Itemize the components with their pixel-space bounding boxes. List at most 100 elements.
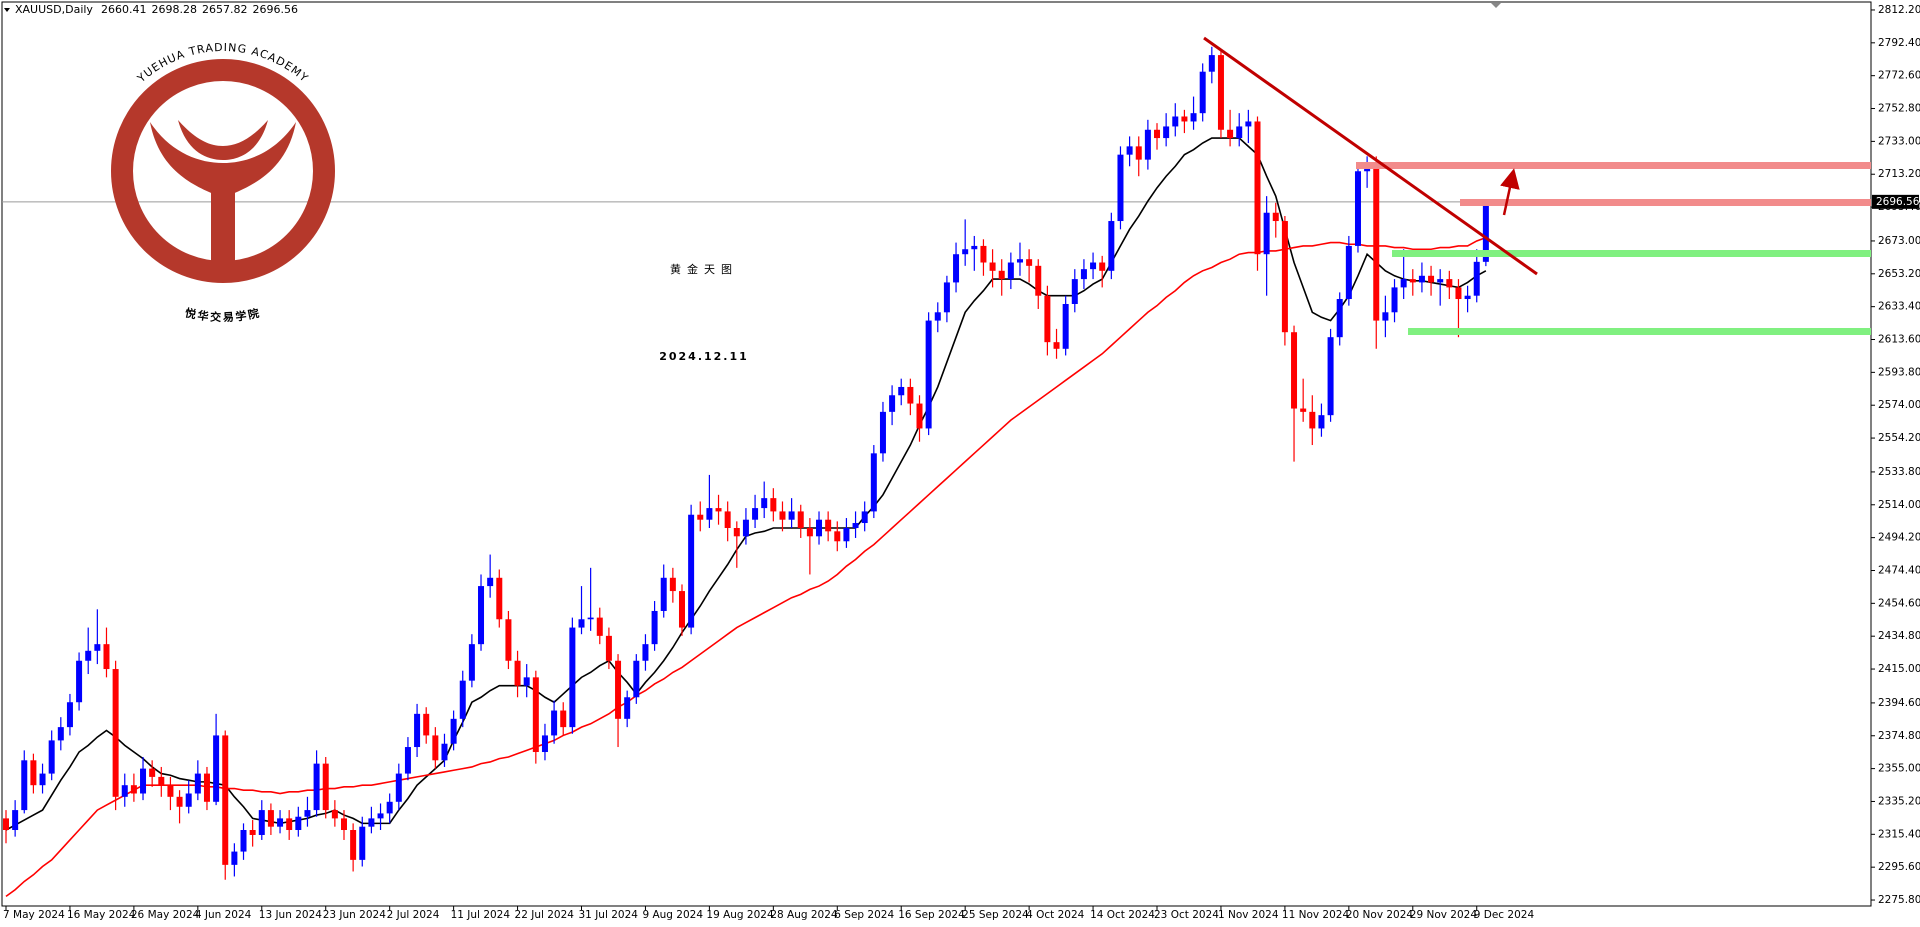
- candle-body: [21, 760, 28, 811]
- candle-body: [1281, 221, 1288, 333]
- logo-bowl: [150, 122, 296, 198]
- candle-body: [861, 511, 868, 524]
- y-tick-label: 2494.20: [1878, 532, 1920, 544]
- candle-body: [1126, 146, 1133, 155]
- candle-body: [1108, 221, 1115, 271]
- logo-bottom-text: 悦华交易学院: [184, 305, 260, 324]
- x-tick-label: 26 May 2024: [131, 909, 200, 921]
- candle-body: [1409, 279, 1416, 283]
- candle-body: [441, 743, 448, 761]
- candle-body: [989, 262, 996, 271]
- candle-body: [1354, 171, 1361, 246]
- candle-body: [1007, 262, 1014, 280]
- x-tick-label: 9 Aug 2024: [642, 909, 703, 921]
- y-tick-label: 2374.80: [1878, 730, 1920, 742]
- candle-body: [733, 528, 740, 537]
- candle-body: [633, 660, 640, 698]
- candle-body: [304, 810, 311, 817]
- x-tick-label: 23 Jun 2024: [323, 909, 386, 921]
- y-tick-label: 2673.00: [1878, 235, 1920, 247]
- candle-body: [596, 617, 603, 636]
- y-tick-label: 2315.40: [1878, 828, 1920, 840]
- candle-body: [478, 586, 485, 645]
- x-tick-label: 2 Jul 2024: [387, 909, 440, 921]
- high: 2698.28: [151, 3, 197, 16]
- candle-body: [578, 619, 585, 628]
- menu-triangle[interactable]: [4, 8, 10, 12]
- candle-body: [185, 793, 192, 807]
- candle-body: [1300, 408, 1307, 412]
- candle-body: [1473, 261, 1480, 296]
- candle-body: [48, 740, 55, 774]
- candle-body: [267, 810, 274, 827]
- candle-body: [1236, 126, 1243, 139]
- candle-body: [432, 735, 439, 761]
- low: 2657.82: [202, 3, 248, 16]
- candle-body: [1455, 287, 1462, 300]
- candle-body: [889, 395, 896, 412]
- candle-body: [1336, 299, 1343, 338]
- candle-body: [1446, 279, 1453, 288]
- candle-body: [843, 528, 850, 542]
- candle-body: [980, 245, 987, 263]
- y-tick-label: 2275.80: [1878, 894, 1920, 906]
- candle-body: [715, 508, 722, 512]
- candle-body: [359, 826, 366, 860]
- candle-body: [1272, 212, 1279, 222]
- candle-body: [898, 386, 905, 396]
- candle-body: [779, 511, 786, 520]
- candle-body: [468, 644, 475, 681]
- candle-body: [514, 660, 521, 686]
- candle-body: [962, 249, 969, 255]
- candle-body: [450, 718, 457, 744]
- candle-body: [697, 514, 704, 520]
- candle-body: [331, 810, 338, 819]
- y-tick-label: 2295.60: [1878, 861, 1920, 873]
- x-tick-label: 22 Jul 2024: [515, 909, 575, 921]
- candle-body: [1309, 411, 1316, 429]
- y-tick-label: 2593.80: [1878, 366, 1920, 378]
- candle-body: [258, 810, 265, 835]
- candle-body: [752, 508, 759, 520]
- candle-body: [1318, 415, 1325, 429]
- candle-body: [706, 508, 713, 520]
- support-zone: [1392, 250, 1871, 257]
- candle-body: [724, 511, 731, 529]
- candle-body: [688, 514, 695, 628]
- x-tick-label: 31 Jul 2024: [579, 909, 639, 921]
- candle-body: [414, 713, 421, 748]
- logo: YUEHUA TRADING ACADEMY 悦华交易学院: [111, 41, 335, 324]
- candle-body: [1254, 121, 1261, 255]
- x-tick-label: 4 Jun 2024: [195, 909, 252, 921]
- candle-body: [3, 818, 9, 831]
- resistance-zone: [1356, 162, 1871, 169]
- candle-body: [1245, 121, 1252, 127]
- candle-body: [934, 312, 941, 321]
- logo-stem: [211, 190, 235, 266]
- candle-body: [925, 320, 932, 429]
- candle-body: [1190, 113, 1197, 122]
- x-tick-label: 4 Oct 2024: [1026, 909, 1085, 921]
- candle-body: [1154, 129, 1161, 139]
- candle-body: [112, 669, 119, 797]
- candle-body: [1382, 312, 1389, 321]
- x-tick-label: 19 Aug 2024: [706, 909, 774, 921]
- x-tick-label: 28 Aug 2024: [770, 909, 838, 921]
- candle-body: [1026, 259, 1033, 266]
- y-tick-label: 2533.80: [1878, 466, 1920, 478]
- candle-body: [386, 801, 393, 814]
- candle-body: [277, 818, 284, 827]
- candle-body: [907, 386, 914, 404]
- x-tick-label: 20 Nov 2024: [1346, 909, 1414, 921]
- logo-ring: [111, 59, 335, 283]
- candle-body: [1099, 262, 1106, 271]
- candle-body: [1199, 71, 1206, 114]
- y-tick-label: 2454.60: [1878, 597, 1920, 609]
- candle-body: [149, 768, 156, 777]
- candle-body: [615, 660, 622, 719]
- candle-body: [213, 735, 220, 802]
- y-tick-label: 2733.00: [1878, 135, 1920, 147]
- candle-body: [66, 702, 73, 728]
- candle-body: [1482, 201, 1489, 262]
